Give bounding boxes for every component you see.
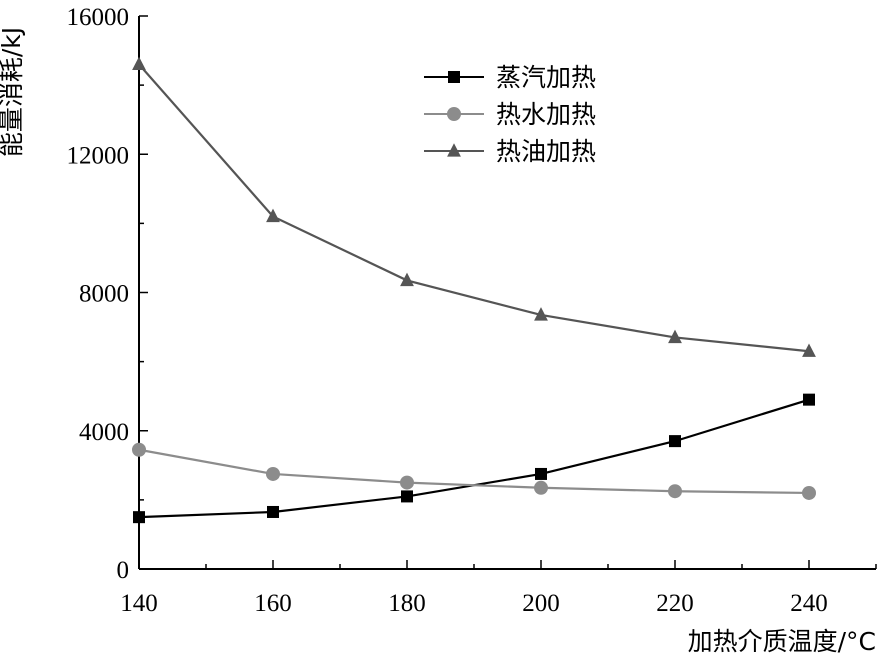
y-axis-title: 能量消耗/kJ [0,27,26,157]
series-line [138,398,810,519]
data-point [266,466,280,481]
y-tick-label: 16000 [67,4,130,31]
legend-item: 热水加热 [424,100,596,129]
legend-marker [447,143,461,157]
legend-item: 蒸汽加热 [424,63,596,92]
data-point [401,490,413,503]
data-point [668,329,682,344]
series-2 [132,56,816,357]
legend-marker [447,107,461,121]
y-ticks: 0 4000 8000 12000 16000 [67,4,148,584]
x-tick-label: 160 [254,590,292,617]
data-point [132,56,146,71]
data-point [266,208,280,223]
x-tick-label: 140 [120,590,158,617]
x-ticks: 140 160 180 200 220 240 [120,560,877,617]
data-point [802,485,816,500]
data-point [803,393,815,406]
data-point [669,435,681,448]
y-tick-label: 12000 [67,142,130,169]
y-tick-label: 8000 [79,281,129,308]
legend-label: 热油加热 [496,137,596,166]
series-line [138,448,810,495]
data-point [400,272,414,287]
data-point [267,505,279,518]
y-tick-label: 0 [117,557,130,584]
data-point [133,511,145,524]
legend-label: 热水加热 [496,100,596,129]
y-tick-label: 4000 [79,419,129,446]
data-point [668,484,682,499]
data-point [400,475,414,490]
legend-marker [448,71,460,83]
series-line [138,63,810,353]
data-point [802,343,816,357]
legend-item: 热油加热 [424,137,596,166]
series-0 [133,393,815,524]
data-point [534,307,548,321]
data-point [534,480,548,495]
x-tick-label: 240 [790,590,828,617]
data-point [132,442,146,457]
x-tick-label: 200 [522,590,560,617]
x-tick-label: 220 [656,590,694,617]
x-axis-title: 加热介质温度/°C [688,627,876,656]
series-layer [132,56,816,524]
x-tick-label: 180 [388,590,426,617]
data-point [535,467,547,480]
series-1 [132,442,816,500]
legend-label: 蒸汽加热 [496,63,596,92]
